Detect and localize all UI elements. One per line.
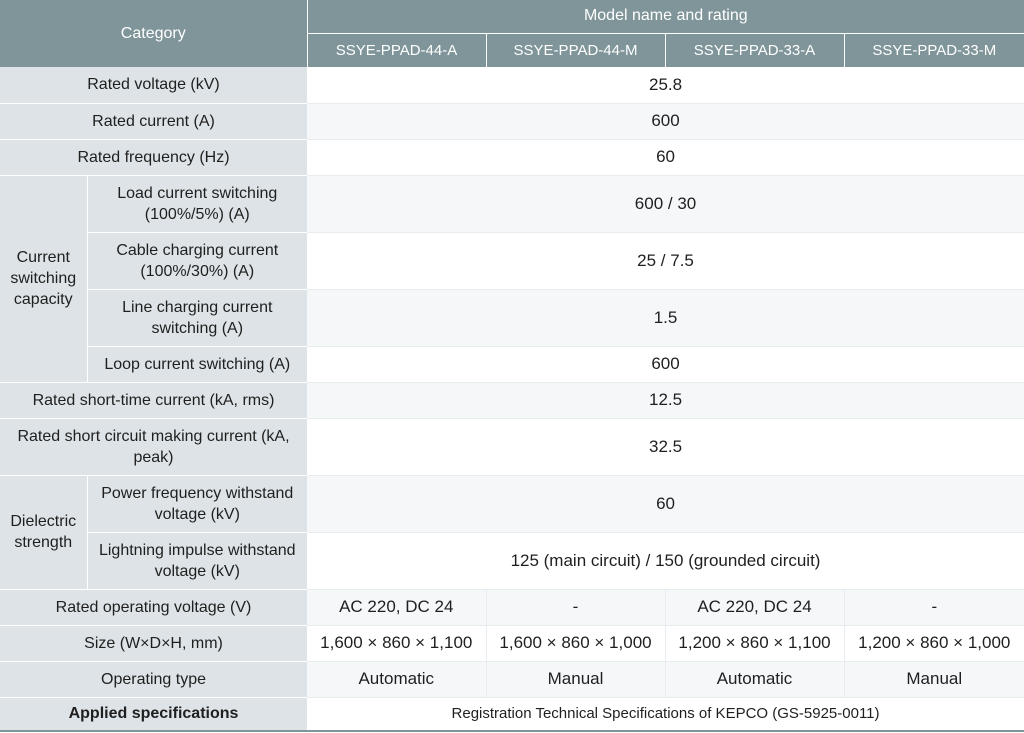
header-model-4: SSYE-PPAD-33-M xyxy=(844,33,1024,67)
cell-value: 1,200 × 860 × 1,100 xyxy=(665,625,845,662)
row-value: 600 / 30 xyxy=(307,175,1024,233)
row-label: Loop current switching (A) xyxy=(87,346,308,383)
table-row: Current switching capacity Load current … xyxy=(0,175,1024,383)
cell-value: Automatic xyxy=(307,661,487,698)
header-model-3: SSYE-PPAD-33-A xyxy=(665,33,845,67)
row-label: Rated operating voltage (V) xyxy=(0,589,308,626)
table-row: Rated current (A) 600 xyxy=(0,103,1024,140)
row-label: Rated voltage (kV) xyxy=(0,67,308,104)
group-label: Dielectric strength xyxy=(0,475,88,590)
table-row: Size (W×D×H, mm) 1,600 × 860 × 1,100 1,6… xyxy=(0,625,1024,662)
cell-value: 1,600 × 860 × 1,000 xyxy=(486,625,666,662)
cell-value: Manual xyxy=(486,661,666,698)
cell-value: Automatic xyxy=(665,661,845,698)
group-label: Current switching capacity xyxy=(0,175,88,383)
row-value: 125 (main circuit) / 150 (grounded circu… xyxy=(307,532,1024,590)
row-label: Applied specifications xyxy=(0,697,308,732)
table-row: Operating type Automatic Manual Automati… xyxy=(0,661,1024,698)
table-row: Rated short-time current (kA, rms) 12.5 xyxy=(0,382,1024,419)
table-row: Cable charging current (100%/30%) (A) 25… xyxy=(0,232,1024,290)
table-row: Dielectric strength Power frequency with… xyxy=(0,475,1024,590)
row-label: Power frequency withstand voltage (kV) xyxy=(87,475,308,533)
row-label: Rated short-time current (kA, rms) xyxy=(0,382,308,419)
row-value: 25.8 xyxy=(307,67,1024,104)
row-value: 12.5 xyxy=(307,382,1024,419)
row-label: Load current switching (100%/5%) (A) xyxy=(87,175,308,233)
table-row: Rated voltage (kV) 25.8 xyxy=(0,67,1024,104)
table-row: Line charging current switching (A) 1.5 xyxy=(0,289,1024,347)
cell-value: AC 220, DC 24 xyxy=(665,589,845,626)
row-value: 25 / 7.5 xyxy=(307,232,1024,290)
row-value: 1.5 xyxy=(307,289,1024,347)
table-row: Loop current switching (A) 600 xyxy=(0,346,1024,383)
cell-value: AC 220, DC 24 xyxy=(307,589,487,626)
cell-value: - xyxy=(486,589,666,626)
row-label: Rated current (A) xyxy=(0,103,308,140)
row-label: Line charging current switching (A) xyxy=(87,289,308,347)
header-model-1: SSYE-PPAD-44-A xyxy=(307,33,487,67)
header-category: Category xyxy=(0,0,308,67)
cell-value: 1,600 × 860 × 1,100 xyxy=(307,625,487,662)
cell-value: 1,200 × 860 × 1,000 xyxy=(844,625,1024,662)
row-label: Lightning impulse withstand voltage (kV) xyxy=(87,532,308,590)
row-label: Cable charging current (100%/30%) (A) xyxy=(87,232,308,290)
row-label: Rated frequency (Hz) xyxy=(0,139,308,176)
table-row: Rated short circuit making current (kA, … xyxy=(0,418,1024,476)
row-label: Rated short circuit making current (kA, … xyxy=(0,418,308,476)
row-value: 60 xyxy=(307,475,1024,533)
row-label: Operating type xyxy=(0,661,308,698)
row-value: 600 xyxy=(307,103,1024,140)
row-value: 600 xyxy=(307,346,1024,383)
cell-value: Manual xyxy=(844,661,1024,698)
header-model-group: Model name and rating xyxy=(307,0,1024,34)
row-label: Size (W×D×H, mm) xyxy=(0,625,308,662)
table-row: Lightning impulse withstand voltage (kV)… xyxy=(0,532,1024,590)
table-row: Rated operating voltage (V) AC 220, DC 2… xyxy=(0,589,1024,626)
cell-value: - xyxy=(844,589,1024,626)
table-row: Applied specifications Registration Tech… xyxy=(0,697,1024,732)
header-model-2: SSYE-PPAD-44-M xyxy=(486,33,666,67)
row-value: 60 xyxy=(307,139,1024,176)
row-value: 32.5 xyxy=(307,418,1024,476)
row-value: Registration Technical Specifications of… xyxy=(307,697,1024,732)
table-row: Rated frequency (Hz) 60 xyxy=(0,139,1024,176)
